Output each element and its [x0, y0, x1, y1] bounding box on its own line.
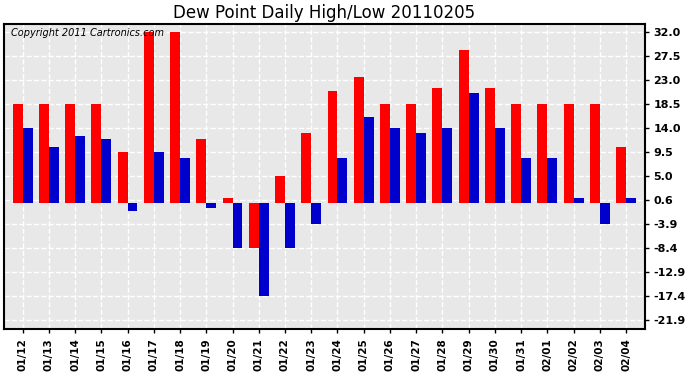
Bar [442, 128, 453, 203]
Bar [170, 32, 180, 203]
Bar [128, 203, 137, 211]
Bar [65, 104, 75, 203]
Bar [495, 128, 505, 203]
Bar [206, 203, 216, 208]
Bar [23, 128, 32, 203]
Title: Dew Point Daily High/Low 20110205: Dew Point Daily High/Low 20110205 [173, 4, 475, 22]
Bar [380, 104, 390, 203]
Bar [154, 152, 164, 203]
Bar [485, 88, 495, 203]
Bar [511, 104, 521, 203]
Bar [259, 203, 268, 296]
Bar [302, 134, 311, 203]
Bar [416, 134, 426, 203]
Bar [328, 91, 337, 203]
Bar [573, 198, 584, 203]
Bar [600, 203, 610, 224]
Bar [521, 158, 531, 203]
Bar [101, 139, 111, 203]
Bar [49, 147, 59, 203]
Bar [75, 136, 85, 203]
Bar [364, 117, 374, 203]
Bar [196, 139, 206, 203]
Bar [180, 158, 190, 203]
Bar [627, 198, 636, 203]
Bar [285, 203, 295, 248]
Bar [311, 203, 322, 224]
Text: Copyright 2011 Cartronics.com: Copyright 2011 Cartronics.com [10, 28, 164, 38]
Bar [144, 32, 154, 203]
Bar [249, 203, 259, 248]
Bar [459, 51, 469, 203]
Bar [275, 176, 285, 203]
Bar [117, 152, 128, 203]
Bar [590, 104, 600, 203]
Bar [354, 77, 364, 203]
Bar [223, 198, 233, 203]
Bar [91, 104, 101, 203]
Bar [547, 158, 558, 203]
Bar [469, 93, 479, 203]
Bar [12, 104, 23, 203]
Bar [564, 104, 573, 203]
Bar [337, 158, 348, 203]
Bar [233, 203, 242, 248]
Bar [433, 88, 442, 203]
Bar [538, 104, 547, 203]
Bar [39, 104, 49, 203]
Bar [616, 147, 627, 203]
Bar [406, 104, 416, 203]
Bar [390, 128, 400, 203]
